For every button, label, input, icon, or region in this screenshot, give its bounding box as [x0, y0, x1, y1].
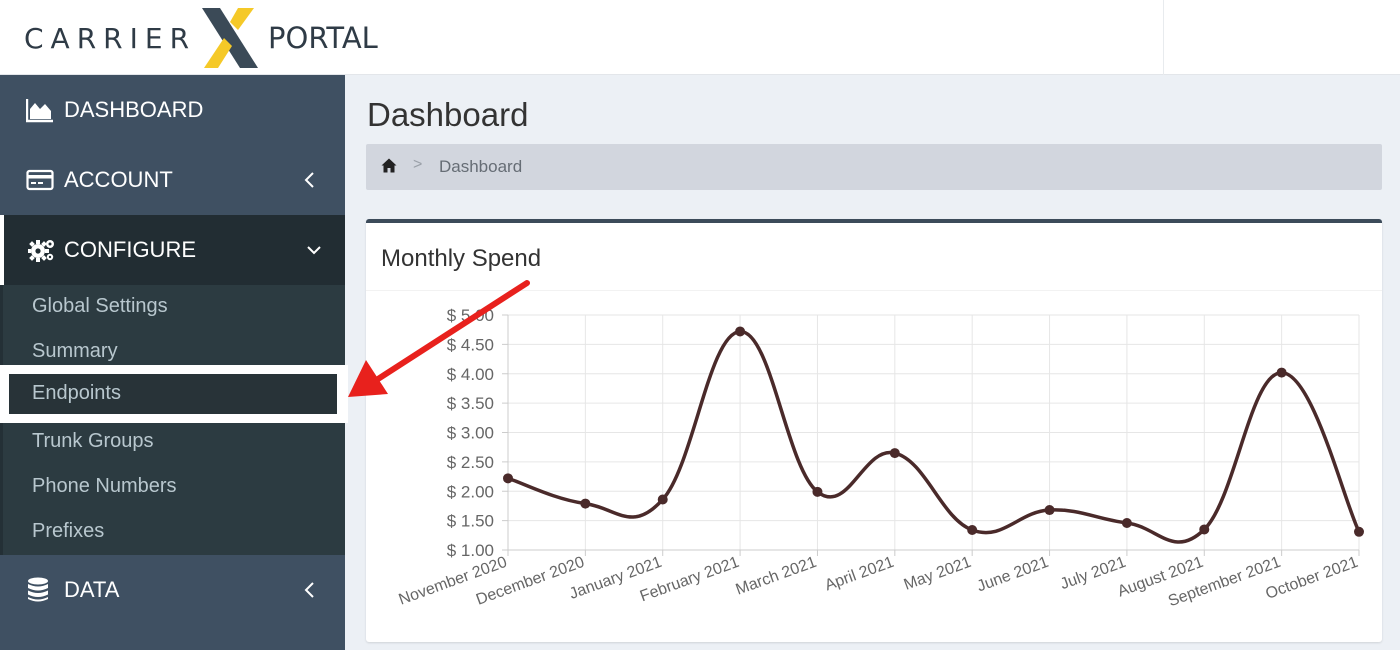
top-header: CARRIER PORTAL: [0, 0, 1400, 75]
panel-header: Monthly Spend: [366, 223, 1382, 291]
submenu-item-label: Trunk Groups: [32, 430, 154, 452]
data-point: [1276, 367, 1287, 378]
y-tick-label: $ 4.00: [447, 365, 494, 384]
submenu-item-label: Endpoints: [32, 382, 121, 404]
data-point: [1199, 524, 1210, 535]
y-tick-label: $ 3.50: [447, 394, 494, 413]
data-point: [1121, 517, 1132, 528]
data-point: [812, 486, 823, 497]
series-line: [507, 329, 1361, 544]
breadcrumb-separator: >: [413, 156, 423, 173]
y-tick-label: $ 5.00: [447, 306, 494, 325]
sidebar-item-label: CONFIGURE: [64, 237, 196, 262]
data-point: [967, 525, 978, 536]
endpoints-highlight-frame: Endpoints: [0, 365, 348, 423]
monthly-spend-panel: Monthly Spend: [366, 219, 1382, 642]
x-tick-label: April 2021: [823, 554, 897, 595]
x-tick-label: March 2021: [734, 554, 819, 599]
logo-x-icon: [202, 8, 259, 68]
credit-card-icon: [26, 169, 54, 191]
configure-submenu: Global Settings Summary Endpoints Trunk …: [0, 285, 348, 555]
submenu-item-label: Prefixes: [32, 520, 105, 542]
header-divider: [1163, 0, 1164, 75]
x-tick-label: June 2021: [975, 554, 1051, 596]
x-tick-label: May 2021: [902, 554, 974, 594]
panel-title: Monthly Spend: [381, 245, 542, 272]
sidebar-item-dashboard[interactable]: DASHBOARD: [0, 75, 345, 145]
chevron-left-icon: [304, 582, 314, 598]
logo-word-portal: PORTAL: [268, 21, 378, 55]
data-point: [580, 498, 591, 509]
submenu-item-phone-numbers[interactable]: Phone Numbers: [3, 465, 345, 510]
page-title: Dashboard: [367, 96, 529, 133]
sidebar-item-data[interactable]: DATA: [0, 555, 345, 625]
y-tick-label: $ 1.50: [447, 512, 494, 531]
sidebar-item-label: DATA: [64, 577, 120, 602]
database-icon: [28, 577, 48, 602]
gears-icon: [28, 240, 54, 262]
data-point: [657, 494, 668, 505]
y-tick-label: $ 2.00: [447, 482, 494, 501]
submenu-item-trunk-groups[interactable]: Trunk Groups: [3, 420, 345, 465]
y-tick-label: $ 4.50: [447, 335, 494, 354]
breadcrumb-current: Dashboard: [439, 157, 523, 176]
chevron-down-icon: [307, 246, 321, 255]
submenu-item-label: Global Settings: [32, 295, 168, 317]
breadcrumb: > Dashboard: [366, 144, 1382, 190]
carrierx-logo[interactable]: CARRIER PORTAL: [24, 8, 378, 68]
home-icon[interactable]: [381, 158, 397, 173]
chevron-left-icon: [304, 172, 314, 188]
submenu-item-prefixes[interactable]: Prefixes: [3, 510, 345, 555]
submenu-item-endpoints[interactable]: Endpoints: [9, 374, 337, 414]
sidebar: DASHBOARD ACCOUNT: [0, 75, 348, 650]
submenu-item-label: Phone Numbers: [32, 475, 177, 497]
data-point: [735, 326, 746, 337]
y-tick-label: $ 3.00: [447, 424, 494, 443]
submenu-item-label: Summary: [32, 340, 118, 362]
logo-word-carrier: CARRIER: [24, 21, 197, 55]
data-point: [889, 448, 900, 459]
sidebar-item-label: DASHBOARD: [64, 97, 204, 122]
submenu-item-summary[interactable]: Summary: [3, 330, 345, 375]
sidebar-item-account[interactable]: ACCOUNT: [0, 145, 345, 215]
area-chart-icon: [26, 99, 53, 123]
sidebar-item-configure[interactable]: CONFIGURE: [0, 215, 345, 285]
y-tick-label: $ 2.50: [447, 453, 494, 472]
sidebar-item-label: ACCOUNT: [64, 167, 173, 192]
data-point: [1354, 526, 1364, 537]
data-point: [503, 473, 513, 484]
data-point: [1044, 505, 1055, 516]
submenu-item-global-settings[interactable]: Global Settings: [3, 285, 345, 330]
y-tick-label: $ 1.00: [447, 541, 494, 560]
